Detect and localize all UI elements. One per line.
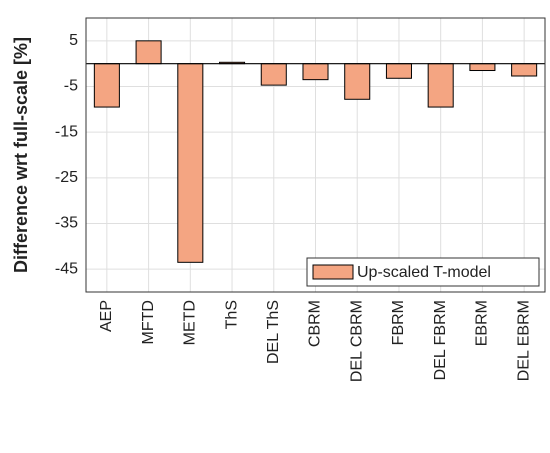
bar	[135, 40, 162, 65]
x-tick-label: ThS	[223, 300, 240, 329]
bar	[177, 63, 204, 263]
x-tick-label: EBRM	[474, 300, 491, 346]
bar	[427, 63, 454, 108]
x-tick-label: DEL CBRM	[348, 300, 365, 382]
bar	[385, 63, 412, 79]
x-tick-label: CBRM	[307, 300, 324, 347]
x-tick-label: MFTD	[140, 300, 157, 344]
legend-swatch	[312, 264, 354, 280]
bar	[469, 63, 496, 72]
y-tick-label: -25	[55, 169, 78, 186]
y-axis-label: Difference wrt full-scale [%]	[11, 37, 31, 273]
bar	[511, 63, 538, 77]
x-tick-label: FBRM	[390, 300, 407, 345]
y-tick-label: -5	[64, 78, 78, 95]
bar	[260, 63, 287, 86]
y-tick-label: 5	[69, 32, 78, 49]
x-tick-label: AEP	[98, 300, 115, 332]
x-tick-label: METD	[182, 300, 199, 345]
y-tick-label: -15	[55, 123, 78, 140]
y-tick-label: -45	[55, 260, 78, 277]
bar	[344, 63, 371, 100]
x-tick-label: DEL ThS	[265, 300, 282, 364]
y-tick-label: -35	[55, 215, 78, 232]
bar	[302, 63, 329, 81]
legend-label: Up-scaled T-model	[357, 264, 491, 281]
bar	[93, 63, 120, 108]
axes-box	[85, 17, 546, 293]
x-tick-label: DEL FBRM	[432, 300, 449, 380]
x-tick-label: DEL EBRM	[515, 300, 532, 381]
